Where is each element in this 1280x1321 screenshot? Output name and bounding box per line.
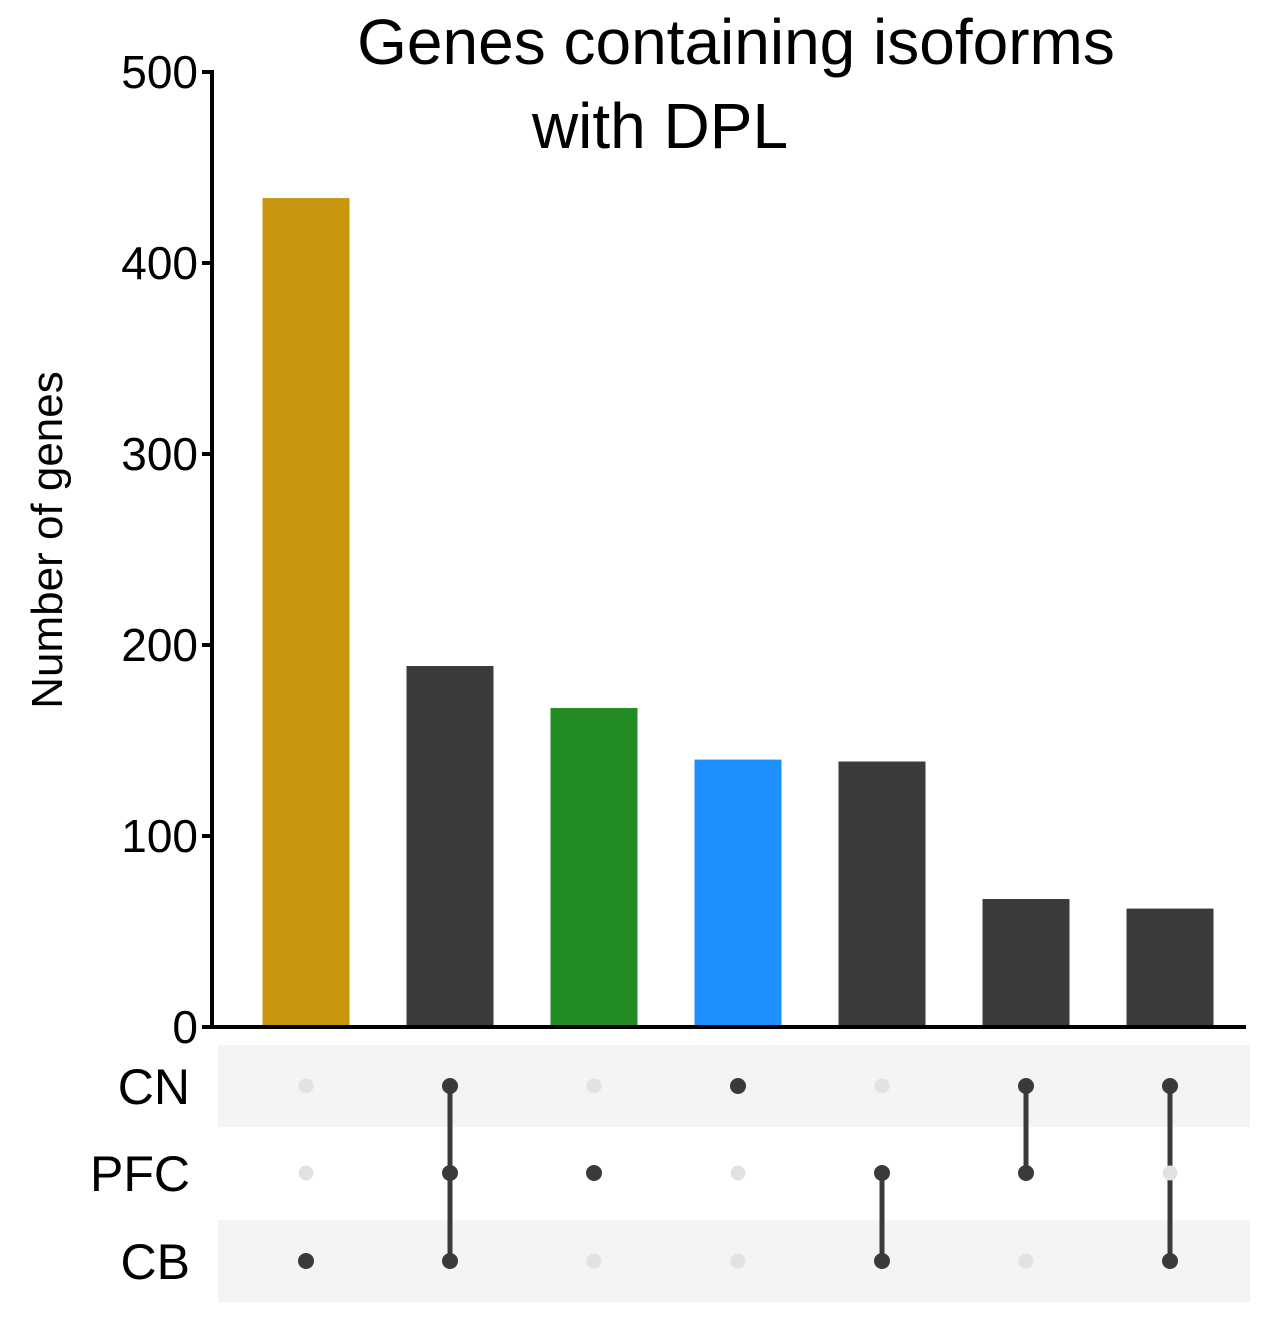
bar-cn-pfc [982,899,1070,1027]
matrix-dot-active [442,1078,458,1094]
matrix-dot-inactive [298,1078,314,1094]
y-tick-label-100: 100 [121,810,198,862]
matrix-dot-active [1162,1078,1178,1094]
bar-cb [262,198,350,1027]
matrix-dot-inactive [730,1165,746,1181]
matrix-dot-inactive [874,1078,890,1094]
matrix-dot-active [1162,1253,1178,1269]
matrix-dot-active [298,1253,314,1269]
bar-pfc [550,708,638,1027]
bar-cn-cb [1126,908,1214,1027]
y-tick-label-0: 0 [172,1001,198,1053]
matrix-dot-inactive [298,1165,314,1181]
intersection-matrix [298,1078,1178,1269]
y-tick-label-500: 500 [121,46,198,98]
matrix-dot-inactive [1162,1165,1178,1181]
y-ticks-group: 0 100 200 300 400 500 [121,46,212,1053]
matrix-dot-active [1018,1165,1034,1181]
set-label-cb: CB [121,1234,190,1290]
matrix-dot-inactive [730,1253,746,1269]
bar-cn-pfc-cb [406,666,494,1027]
bars-group [262,198,1214,1027]
matrix-dot-active [1018,1078,1034,1094]
matrix-dot-active [874,1165,890,1181]
set-labels-group: CN PFC CB [90,1059,190,1290]
y-axis-title: Number of genes [23,371,72,709]
matrix-dot-active [586,1165,602,1181]
matrix-dot-inactive [1018,1253,1034,1269]
set-label-pfc: PFC [90,1146,190,1202]
matrix-dot-active [730,1078,746,1094]
bar-pfc-cb [838,761,926,1027]
bar-cn [694,759,782,1027]
matrix-dot-inactive [586,1253,602,1269]
matrix-dot-active [442,1165,458,1181]
set-label-cn: CN [118,1059,190,1115]
y-tick-label-400: 400 [121,237,198,289]
chart-title-line-1: Genes containing isoforms [357,6,1115,78]
matrix-dot-active [442,1253,458,1269]
matrix-dot-inactive [586,1078,602,1094]
y-tick-label-300: 300 [121,428,198,480]
chart-title-line-2: with DPL [531,90,788,162]
y-tick-label-200: 200 [121,619,198,671]
matrix-dot-active [874,1253,890,1269]
axes-group [210,70,1246,1029]
